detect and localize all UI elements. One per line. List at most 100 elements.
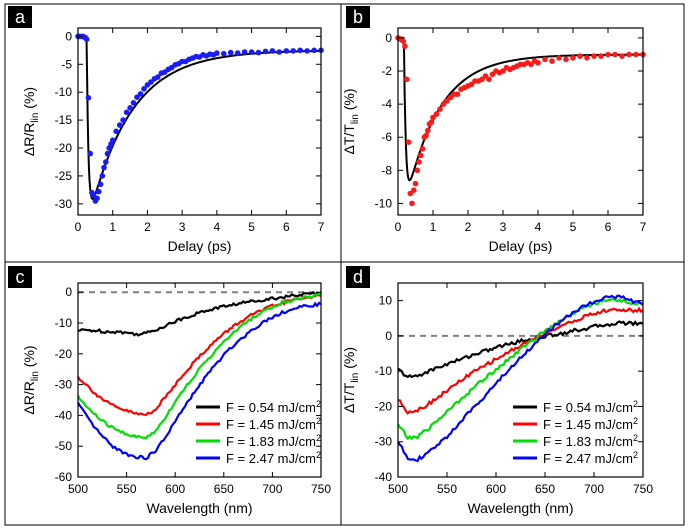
y-tick-label: -20	[375, 399, 393, 413]
data-point	[433, 111, 440, 117]
data-point	[535, 60, 541, 66]
data-point	[297, 47, 304, 54]
y-tick-label: 0	[65, 29, 72, 43]
x-tick-label: 700	[262, 482, 282, 496]
legend-label-sup: 2	[633, 433, 638, 443]
data-point	[542, 56, 548, 63]
y-tick-label: -4	[381, 97, 392, 111]
panel-b-frame	[340, 3, 685, 263]
x-tick-label: 7	[318, 220, 325, 234]
x-tick-label: 6	[605, 220, 612, 234]
x-tick-label: 2	[465, 220, 472, 234]
data-point	[584, 55, 590, 61]
data-point	[633, 51, 639, 58]
data-point	[227, 49, 234, 56]
legend-label-sup: 2	[633, 399, 638, 409]
y-tick-label: -6	[381, 130, 392, 144]
y-tick-label: -20	[55, 347, 73, 361]
y-axis-label-main: ΔR/R	[21, 381, 37, 414]
data-point	[304, 48, 310, 54]
y-tick-label: -40	[375, 470, 393, 484]
data-point	[400, 38, 407, 44]
x-tick-label: 2	[144, 220, 151, 234]
x-tick-label: 750	[633, 482, 653, 496]
y-axis-label: ΔT/Tlin (%)	[341, 347, 361, 413]
y-tick-label: 0	[385, 31, 392, 45]
panel-label-badge	[346, 266, 370, 288]
data-point	[626, 51, 632, 58]
data-point	[311, 47, 317, 54]
data-point	[97, 181, 104, 188]
y-tick-label: 10	[379, 294, 393, 308]
data-point	[116, 122, 123, 128]
data-point	[500, 68, 506, 74]
y-tick-label: -8	[381, 163, 392, 177]
x-tick-label: 650	[214, 482, 234, 496]
x-tick-label: 4	[535, 220, 542, 234]
panel-a-frame	[4, 3, 342, 263]
data-point	[570, 55, 576, 61]
x-tick-label: 1	[430, 220, 437, 234]
data-point	[141, 86, 147, 92]
panel-label: b	[353, 7, 363, 27]
panel-label-badge	[8, 6, 32, 28]
y-axis-label-main: ΔT/T	[341, 382, 357, 413]
data-point	[130, 100, 137, 106]
data-point	[468, 81, 475, 88]
y-tick-label: -5	[61, 57, 72, 71]
y-tick-label: -30	[375, 435, 393, 449]
series-line	[397, 320, 644, 379]
series-line	[397, 306, 644, 415]
y-tick-label: 0	[65, 285, 72, 299]
x-axis-label: Delay (ps)	[168, 238, 232, 254]
data-point	[437, 106, 443, 112]
panel-label-badge	[346, 6, 370, 28]
legend-label: F = 2.47 mJ/cm2	[543, 450, 638, 466]
data-point	[109, 137, 116, 143]
data-point	[577, 53, 583, 59]
data-point	[430, 114, 436, 121]
x-tick-label: 550	[437, 482, 457, 496]
x-tick-label: 550	[117, 482, 137, 496]
y-axis-label-sub: lin	[350, 373, 361, 383]
data-point	[221, 50, 227, 57]
legend-label: F = 1.45 mJ/cm2	[543, 416, 638, 432]
y-axis-label-unit: (%)	[341, 347, 357, 373]
data-point	[241, 49, 248, 55]
data-point	[563, 56, 569, 63]
fit-curve	[78, 35, 321, 201]
y-axis-label-unit: (%)	[21, 345, 37, 371]
data-point	[234, 50, 241, 56]
legend-label: F = 1.45 mJ/cm2	[226, 416, 321, 432]
data-point	[120, 117, 126, 123]
data-point	[419, 146, 426, 152]
data-point	[479, 76, 485, 83]
y-tick-label: -50	[55, 439, 73, 453]
x-tick-label: 6	[283, 220, 290, 234]
data-point	[407, 190, 414, 197]
data-point	[591, 53, 597, 59]
x-tick-label: 4	[214, 220, 221, 234]
x-tick-label: 0	[75, 220, 82, 234]
data-point	[214, 50, 220, 56]
data-point	[605, 51, 611, 58]
y-axis-label: ΔR/Rlin (%)	[21, 345, 41, 414]
data-point	[482, 73, 489, 79]
y-axis-label-sub: lin	[350, 114, 361, 124]
legend-label-sup: 2	[316, 450, 321, 460]
data-point	[619, 53, 625, 59]
y-axis-label-sub: lin	[30, 371, 41, 381]
data-point	[269, 48, 276, 54]
data-point	[412, 180, 419, 187]
data-point	[87, 150, 93, 157]
data-point	[454, 91, 461, 97]
data-point	[428, 119, 435, 126]
data-point	[612, 51, 618, 58]
y-tick-label: -10	[375, 196, 393, 210]
series-line	[77, 291, 322, 337]
x-tick-label: 600	[165, 482, 185, 496]
data-point	[104, 150, 111, 157]
series-line	[77, 292, 322, 440]
data-point	[489, 71, 496, 78]
data-point	[137, 91, 144, 97]
